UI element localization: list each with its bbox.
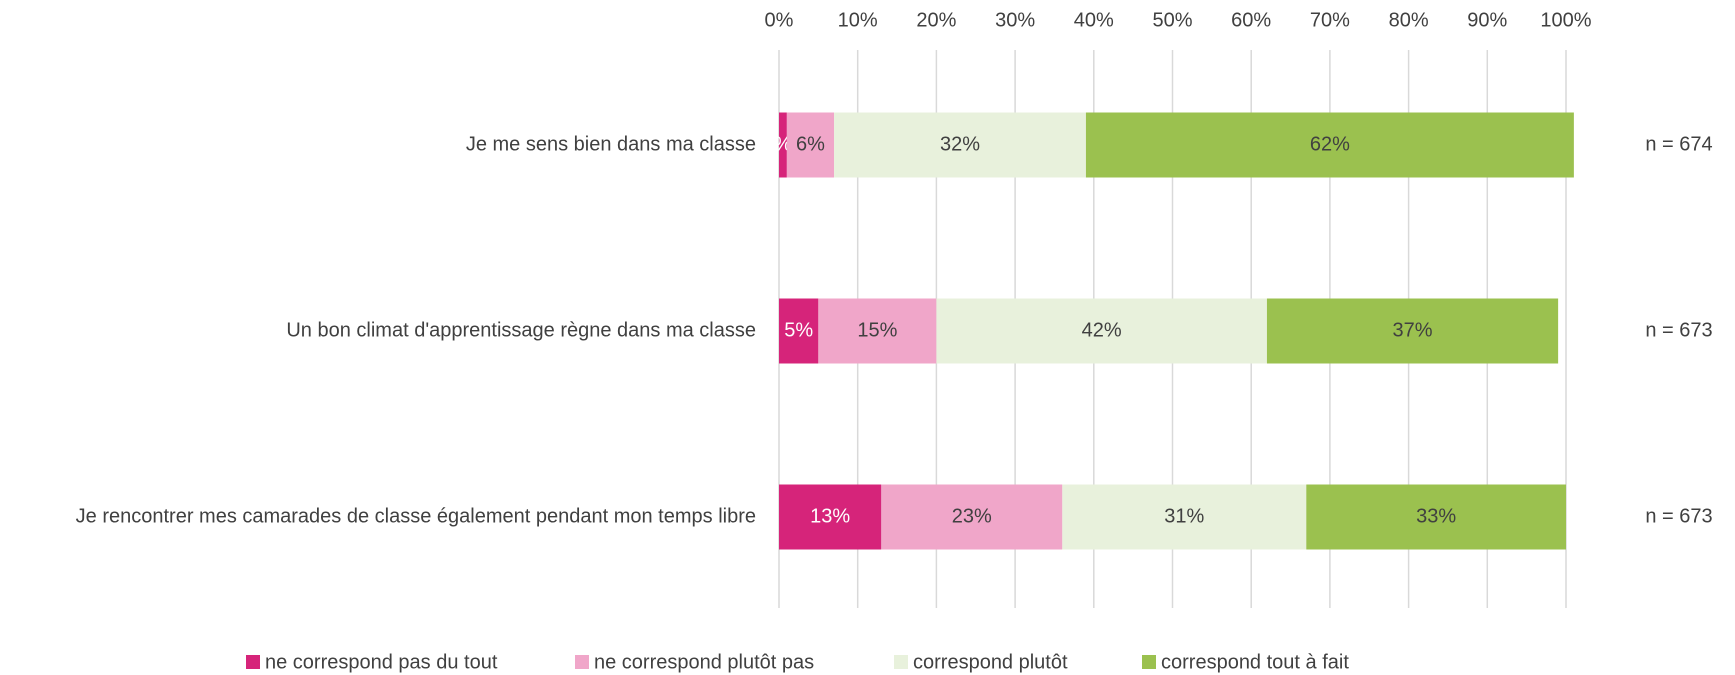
sample-size: n = 673 xyxy=(1645,319,1712,341)
x-tick-label: 20% xyxy=(916,9,956,31)
value-label: 42% xyxy=(1082,319,1122,341)
bar-segment xyxy=(779,112,787,178)
value-label: 37% xyxy=(1393,319,1433,341)
bar-segment xyxy=(834,112,1086,178)
x-tick-label: 60% xyxy=(1231,9,1271,31)
category-label: Je rencontrer mes camarades de classe ég… xyxy=(76,505,756,527)
legend-label: correspond tout à fait xyxy=(1161,651,1349,673)
x-tick-label: 10% xyxy=(838,9,878,31)
category-label: Un bon climat d'apprentissage règne dans… xyxy=(286,319,756,341)
bar-segment xyxy=(1266,298,1559,364)
x-tick-label: 80% xyxy=(1389,9,1429,31)
bar-segment xyxy=(1306,484,1566,550)
bar-segment xyxy=(881,484,1063,550)
bar-segment xyxy=(818,298,937,364)
value-label: 62% xyxy=(1310,133,1350,155)
bar-segment xyxy=(779,298,819,364)
legend-swatch xyxy=(894,655,908,669)
value-label: 5% xyxy=(784,319,813,341)
x-tick-label: 40% xyxy=(1074,9,1114,31)
bar-segment xyxy=(1062,484,1307,550)
legend-label: ne correspond plutôt pas xyxy=(594,651,814,673)
legend-swatch xyxy=(575,655,589,669)
bar-segment xyxy=(936,298,1267,364)
x-tick-label: 0% xyxy=(765,9,794,31)
value-label: 23% xyxy=(952,505,992,527)
x-tick-label: 70% xyxy=(1310,9,1350,31)
legend-swatch xyxy=(1142,655,1156,669)
value-label: 13% xyxy=(810,505,850,527)
value-label: 33% xyxy=(1416,505,1456,527)
x-tick-label: 90% xyxy=(1467,9,1507,31)
bar-segment xyxy=(779,484,882,550)
x-tick-label: 100% xyxy=(1540,9,1591,31)
category-label: Je me sens bien dans ma classe xyxy=(466,133,756,155)
sample-size: n = 674 xyxy=(1645,133,1712,155)
bar-segment xyxy=(1085,112,1574,178)
value-label: 31% xyxy=(1164,505,1204,527)
value-label: 6% xyxy=(796,133,825,155)
sample-size: n = 673 xyxy=(1645,505,1712,527)
x-tick-label: 30% xyxy=(995,9,1035,31)
value-label: 15% xyxy=(857,319,897,341)
bar-segment xyxy=(786,112,835,178)
legend-label: correspond plutôt xyxy=(913,651,1068,673)
legend-swatch xyxy=(246,655,260,669)
value-label: 32% xyxy=(940,133,980,155)
legend-label: ne correspond pas du tout xyxy=(265,651,498,673)
x-tick-label: 50% xyxy=(1152,9,1192,31)
